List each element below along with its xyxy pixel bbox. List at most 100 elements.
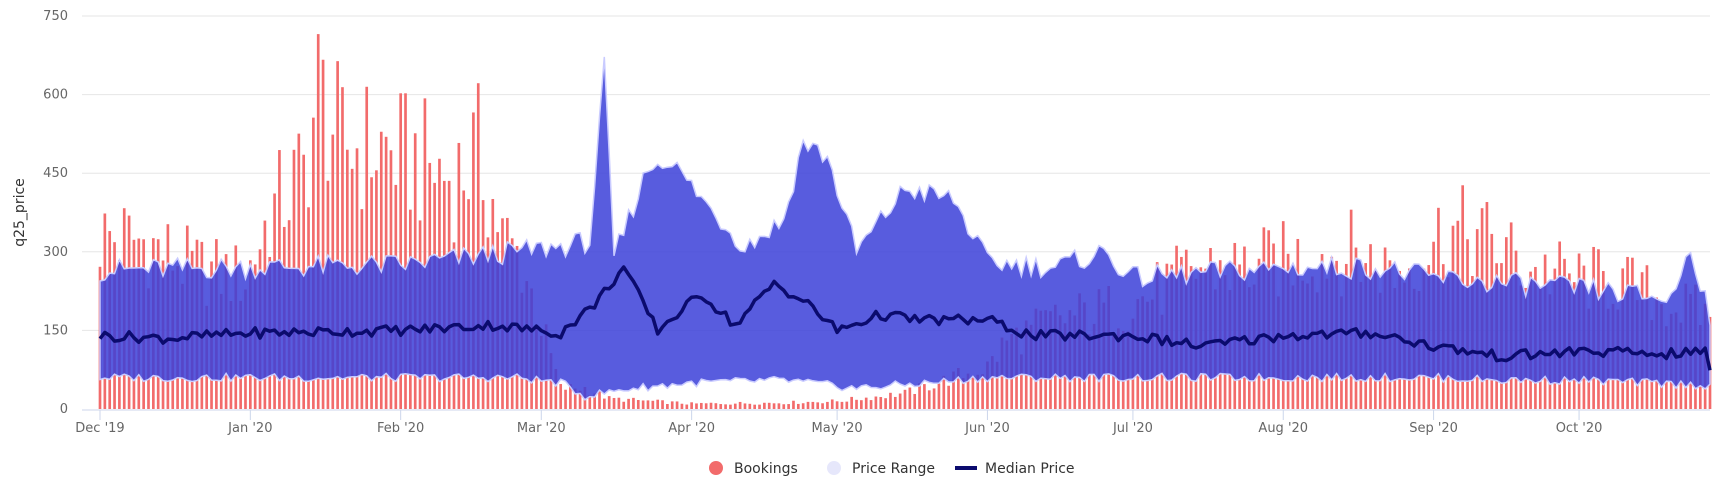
- bookings-bar: [927, 390, 931, 409]
- bookings-bar: [612, 397, 616, 409]
- legend-item-bookings[interactable]: Bookings: [709, 461, 798, 477]
- bookings-bar: [952, 371, 955, 409]
- bookings-bar: [772, 403, 776, 409]
- x-tick-label: Jul '20: [1112, 421, 1153, 436]
- bookings-bar: [695, 403, 698, 409]
- bookings-bar: [690, 402, 693, 409]
- bookings-bar: [632, 397, 635, 409]
- bookings-bar: [976, 374, 980, 409]
- bookings-bar: [670, 401, 674, 409]
- y-axis-title: q25_price: [12, 178, 28, 247]
- bookings-bar: [864, 397, 868, 409]
- bookings-bar: [957, 368, 960, 409]
- bookings-bar: [569, 384, 572, 409]
- bookings-bar: [918, 383, 921, 409]
- bookings-bar: [404, 93, 407, 410]
- x-axis: Dec '19 Jan '20 Feb '20 Mar '20 Apr '20 May '…: [75, 409, 1710, 436]
- y-tick-label: 0: [60, 402, 68, 417]
- y-tick-label: 750: [43, 9, 68, 24]
- bookings-bar: [704, 403, 708, 409]
- bookings-bar: [559, 384, 563, 409]
- bookings-bar: [472, 112, 475, 409]
- x-tick-label: Jan '20: [227, 421, 272, 436]
- legend-symbol: [827, 461, 841, 475]
- bookings-bar: [341, 87, 344, 409]
- bookings-bar: [636, 399, 640, 409]
- legend-item-price-range[interactable]: Price Range: [827, 461, 935, 477]
- legend-label: Bookings: [734, 461, 798, 477]
- x-tick-label: Jun '20: [964, 421, 1010, 436]
- bookings-bar: [312, 117, 315, 409]
- legend: Bookings Price Range Median Price: [709, 461, 1075, 477]
- legend-label: Price Range: [852, 461, 935, 477]
- bookings-bar: [646, 400, 650, 409]
- bookings-bar: [981, 374, 984, 409]
- bookings-bar: [840, 401, 844, 409]
- x-tick-label: Apr '20: [668, 421, 715, 436]
- bookings-bar: [627, 398, 630, 409]
- bookings-bar: [714, 403, 718, 409]
- bookings-bar: [990, 356, 994, 409]
- y-tick-label: 300: [43, 245, 68, 260]
- bookings-bar: [743, 403, 747, 409]
- bookings-bar: [947, 385, 950, 409]
- bookings-bar: [699, 402, 703, 409]
- bookings-bar: [986, 361, 989, 409]
- bookings-bar: [573, 388, 577, 409]
- bookings-bar: [966, 373, 970, 409]
- bookings-bar: [874, 396, 878, 409]
- bookings-bar: [578, 390, 582, 409]
- bookings-bar: [879, 397, 883, 409]
- bookings-bar: [845, 401, 849, 409]
- bookings-bar: [961, 378, 965, 409]
- bookings-bar: [607, 396, 611, 409]
- bookings-bar: [796, 403, 800, 409]
- bookings-bar: [942, 375, 946, 409]
- bookings-bar: [898, 393, 902, 409]
- bookings-bar: [729, 404, 732, 409]
- legend-line-symbol: [955, 466, 977, 470]
- bookings-bar: [365, 86, 369, 409]
- y-axis: 0 150 300 450 600 750: [43, 9, 68, 417]
- bookings-bar: [617, 397, 621, 409]
- price-range-area: [99, 56, 1711, 401]
- bookings-bar: [893, 396, 897, 409]
- bookings-bar: [748, 403, 752, 409]
- bookings-bar: [675, 401, 679, 409]
- x-tick-label: May '20: [812, 421, 863, 436]
- x-tick-label: Oct '20: [1556, 421, 1603, 436]
- x-tick-label: Aug '20: [1258, 421, 1308, 436]
- median-price-line: [98, 265, 1712, 371]
- bookings-bar: [835, 401, 839, 409]
- bookings-bar: [884, 398, 887, 409]
- bookings-bar: [787, 404, 790, 409]
- x-tick-label: Feb '20: [377, 421, 424, 436]
- bookings-bar: [709, 402, 713, 409]
- bookings-bar: [763, 402, 766, 409]
- bookings-bar: [777, 403, 781, 409]
- bookings-bar: [316, 34, 320, 409]
- bookings-bar: [850, 396, 853, 409]
- bookings-bar: [1020, 354, 1023, 409]
- bookings-bar: [995, 361, 999, 409]
- x-tick-label: Mar '20: [517, 421, 566, 436]
- y-tick-label: 600: [43, 88, 68, 103]
- bookings-bar: [821, 403, 824, 409]
- bookings-bar: [476, 83, 480, 410]
- bookings-bar: [656, 399, 660, 409]
- bookings-bar: [758, 404, 761, 409]
- bookings-bar: [588, 395, 592, 409]
- bookings-bar: [826, 401, 829, 409]
- y-tick-label: 150: [43, 323, 68, 338]
- bookings-bar: [661, 400, 664, 409]
- bookings-bar: [937, 383, 941, 409]
- y-tick-label: 450: [43, 166, 68, 181]
- bookings-bar: [554, 368, 558, 409]
- bookings-bar: [767, 402, 771, 409]
- x-tick-label: Sep '20: [1409, 421, 1458, 436]
- bookings-bar: [651, 400, 655, 409]
- legend-item-median-price[interactable]: Median Price: [955, 461, 1075, 477]
- bookings-bar: [719, 404, 723, 409]
- bookings-bar: [641, 400, 645, 409]
- bookings-bar: [738, 401, 742, 409]
